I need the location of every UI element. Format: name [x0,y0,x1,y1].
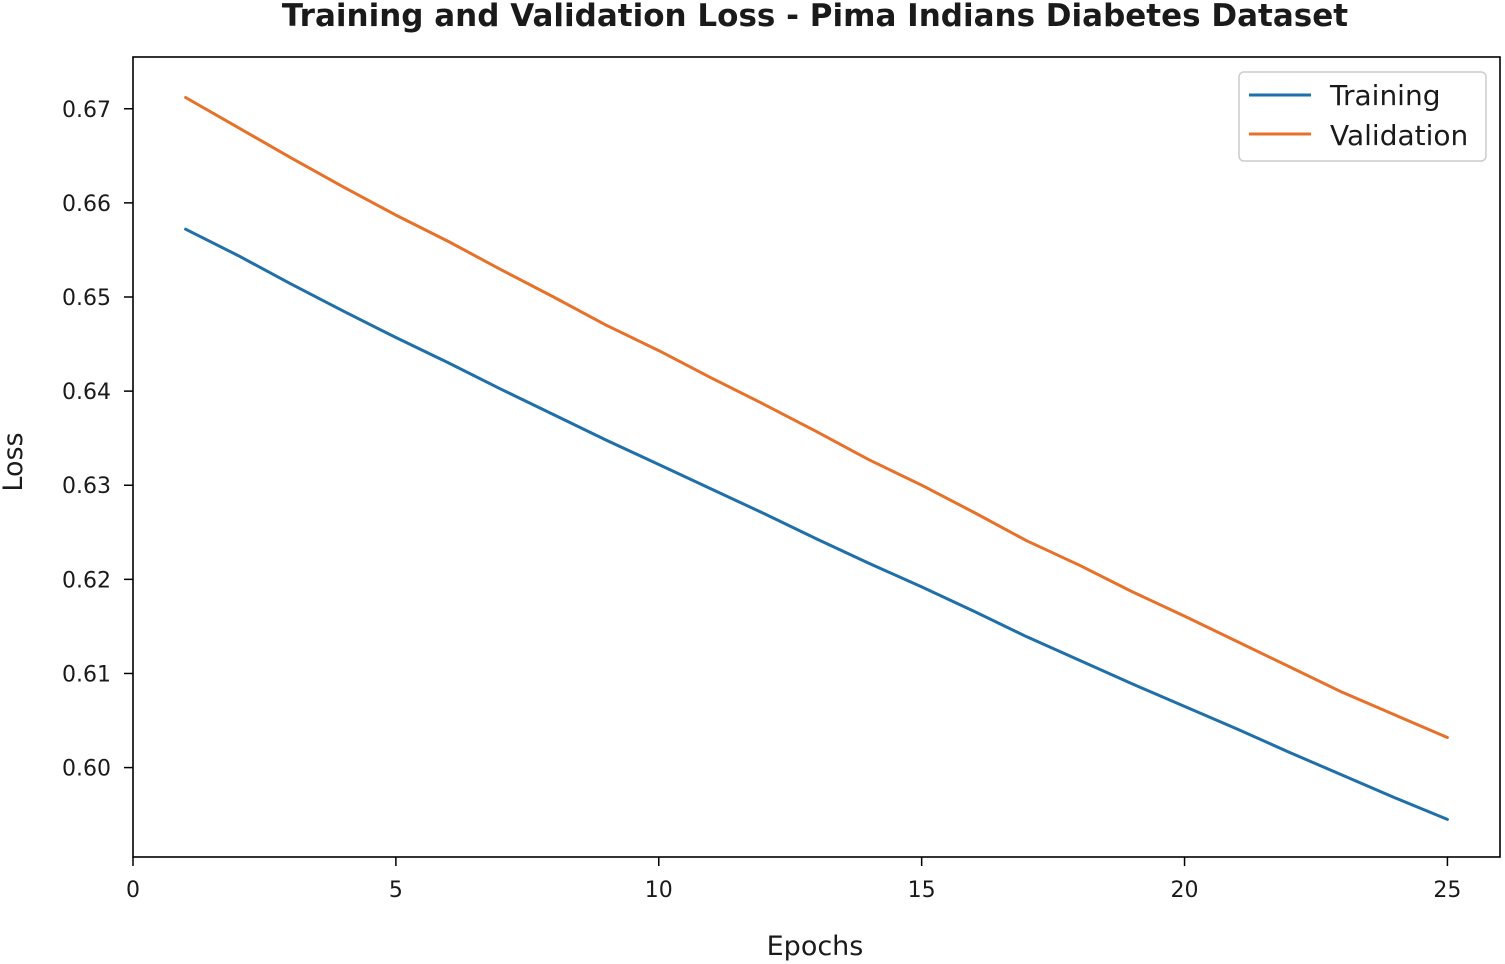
y-axis-ticks: 0.60 0.61 0.62 0.63 0.64 0.65 0.66 0.67 [62,98,133,782]
series-lines [184,96,1449,821]
x-tick-label: 20 [1171,878,1199,903]
x-tick-label: 5 [389,878,403,903]
y-tick-label: 0.66 [62,192,111,217]
series-line-validation [184,96,1449,739]
y-tick-label: 0.64 [62,380,111,405]
legend-label-validation: Validation [1330,119,1468,152]
x-tick-label: 0 [126,878,140,903]
y-axis-label: Loss [0,432,29,491]
y-tick-label: 0.67 [62,98,111,123]
x-tick-label: 15 [908,878,936,903]
y-tick-label: 0.61 [62,662,111,687]
x-tick-label: 25 [1433,878,1461,903]
y-tick-label: 0.63 [62,474,111,499]
y-tick-label: 0.60 [62,757,111,782]
series-line-training [184,227,1449,821]
legend-label-training: Training [1329,79,1440,112]
plot-frame [132,56,1501,858]
legend: Training Validation [1238,71,1487,162]
y-tick-label: 0.65 [62,286,111,311]
x-axis-ticks: 0 5 10 15 20 25 [126,857,1461,903]
x-tick-label: 10 [645,878,673,903]
y-tick-label: 0.62 [62,568,111,593]
x-axis-label: Epochs [767,931,864,962]
chart-title: Training and Validation Loss - Pima Indi… [282,0,1348,34]
